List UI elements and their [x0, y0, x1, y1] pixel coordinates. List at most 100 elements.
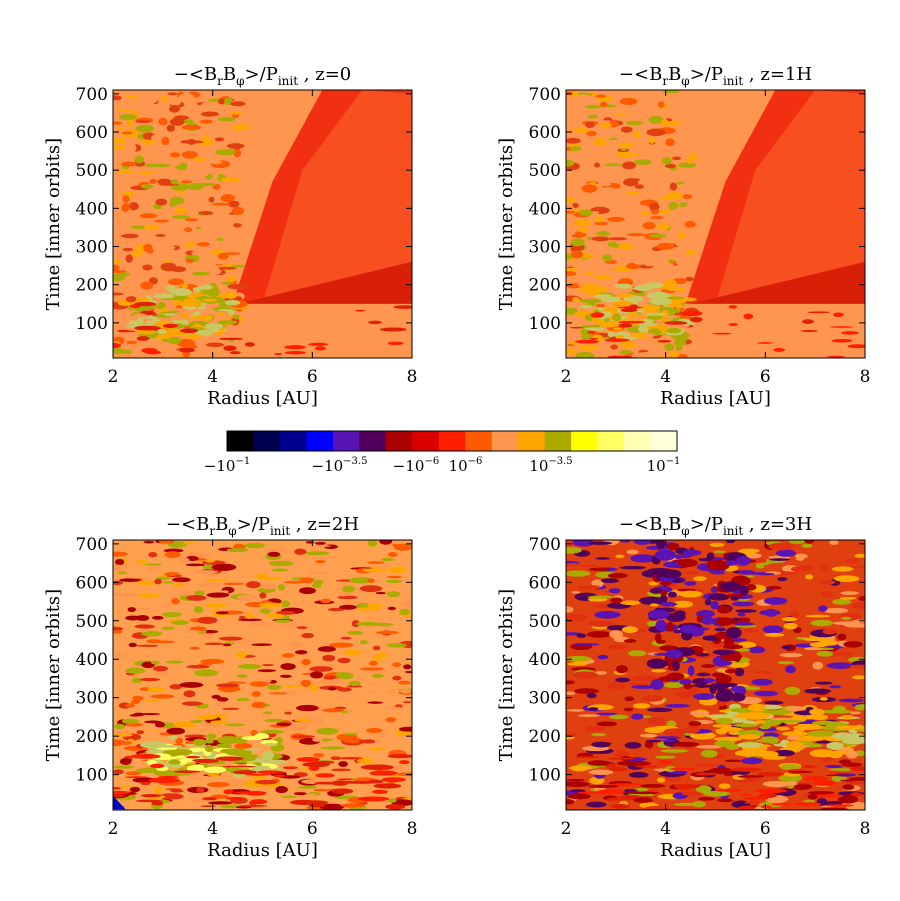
heatmap-cell: [754, 788, 788, 794]
heatmap-cell: [144, 224, 160, 230]
heatmap-cell: [184, 227, 193, 233]
heatmap-cell: [388, 798, 397, 803]
heatmap-cell: [268, 692, 288, 695]
heatmap-cell: [608, 767, 628, 772]
heatmap-cell: [674, 554, 683, 559]
heatmap-cell: [136, 615, 150, 621]
heatmap-cell: [597, 654, 609, 660]
heatmap-cell: [280, 663, 296, 670]
heatmap-cell: [113, 630, 123, 634]
y-tick-label: 500: [529, 161, 561, 181]
heatmap-cell: [143, 243, 153, 252]
heatmap-cell: [664, 321, 688, 325]
heatmap-cell: [805, 614, 831, 618]
heatmap-cell: [781, 616, 798, 622]
heatmap-cell: [357, 758, 375, 764]
heatmap-cell: [685, 276, 694, 282]
heatmap-cell: [737, 775, 765, 778]
heatmap-cell: [665, 649, 683, 659]
heatmap-cell: [372, 645, 381, 651]
heatmap-cell: [367, 540, 378, 547]
heatmap-cell: [646, 128, 666, 137]
heatmap-cell: [129, 714, 140, 717]
heatmap-cell: [700, 664, 716, 668]
heatmap-cell: [139, 677, 161, 682]
heatmap-cell: [379, 765, 392, 770]
heatmap-cell: [206, 348, 226, 357]
heatmap-cell: [380, 557, 395, 562]
heatmap-cell: [315, 663, 337, 667]
heatmap-cell: [203, 766, 227, 774]
heatmap-cell: [566, 781, 591, 787]
colorbar-swatch: [332, 431, 360, 451]
heatmap-cell: [298, 587, 316, 595]
heatmap-cell: [201, 284, 213, 290]
heatmap-cell: [268, 560, 294, 567]
heatmap-cell: [809, 708, 825, 716]
x-tick-label: 8: [407, 819, 418, 839]
heatmap-cell: [578, 209, 593, 216]
heatmap-cell: [158, 793, 184, 800]
heatmap-cell: [591, 334, 604, 342]
panel-title: −<BrBφ>/Pinit , z=2H: [166, 514, 359, 538]
heatmap-cell: [760, 736, 779, 744]
heatmap-cell: [255, 573, 268, 578]
heatmap-cell: [135, 799, 163, 803]
heatmap-cell: [644, 805, 669, 810]
heatmap-cell: [664, 343, 675, 352]
heatmap-cell: [781, 645, 793, 650]
x-tick-label: 8: [407, 367, 418, 387]
heatmap-cell: [566, 691, 576, 696]
heatmap-cell: [570, 789, 586, 793]
heatmap-cell: [650, 215, 664, 220]
heatmap-cell: [728, 305, 738, 309]
heatmap-cell: [644, 262, 654, 267]
heatmap-cell: [314, 559, 326, 564]
heatmap-cell: [152, 239, 164, 245]
heatmap-cell: [803, 688, 832, 694]
heatmap-cell: [643, 310, 661, 313]
heatmap-cell: [728, 323, 739, 326]
heatmap-cell: [618, 313, 629, 317]
heatmap-cell: [114, 723, 125, 730]
heatmap-cell: [826, 662, 854, 669]
heatmap-cell: [171, 278, 181, 284]
heatmap-cell: [113, 264, 120, 271]
heatmap-cell: [224, 723, 246, 727]
heatmap-cell: [849, 664, 865, 669]
heatmap-cell: [571, 128, 591, 133]
heatmap-cell: [154, 578, 162, 585]
heatmap-cell: [798, 565, 815, 571]
heatmap-cell: [234, 742, 253, 750]
heatmap-cell: [625, 120, 643, 126]
heatmap-cell: [177, 589, 191, 597]
heatmap-cell: [728, 731, 742, 735]
heatmap-cell: [696, 745, 723, 749]
heatmap-cell: [764, 608, 778, 617]
heatmap-cell: [679, 624, 700, 634]
heatmap-cell: [243, 748, 262, 751]
heatmap-cell: [231, 206, 245, 216]
colorbar-swatch: [465, 431, 493, 451]
heatmap-cell: [648, 116, 664, 124]
colorbar-swatch: [306, 431, 334, 451]
y-tick-label: 200: [76, 276, 108, 296]
heatmap-cell: [374, 739, 383, 743]
heatmap-cell: [600, 296, 622, 303]
heatmap-cell: [276, 623, 300, 628]
heatmap-cell: [626, 791, 660, 795]
heatmap-cell: [647, 609, 670, 620]
heatmap-cell: [202, 135, 211, 140]
colorbar-swatch: [227, 431, 254, 451]
heatmap-cell: [113, 786, 121, 790]
heatmap-cell: [301, 658, 311, 666]
heatmap-cell: [668, 201, 678, 210]
heatmap-cell: [710, 586, 719, 593]
heatmap-cell: [224, 252, 241, 255]
heatmap-cell: [329, 349, 354, 352]
heatmap-cell: [684, 581, 697, 586]
heatmap-cell: [821, 709, 853, 714]
heatmap-cell: [181, 150, 199, 159]
heatmap-cell: [258, 602, 283, 608]
heatmap-cell: [675, 343, 683, 351]
